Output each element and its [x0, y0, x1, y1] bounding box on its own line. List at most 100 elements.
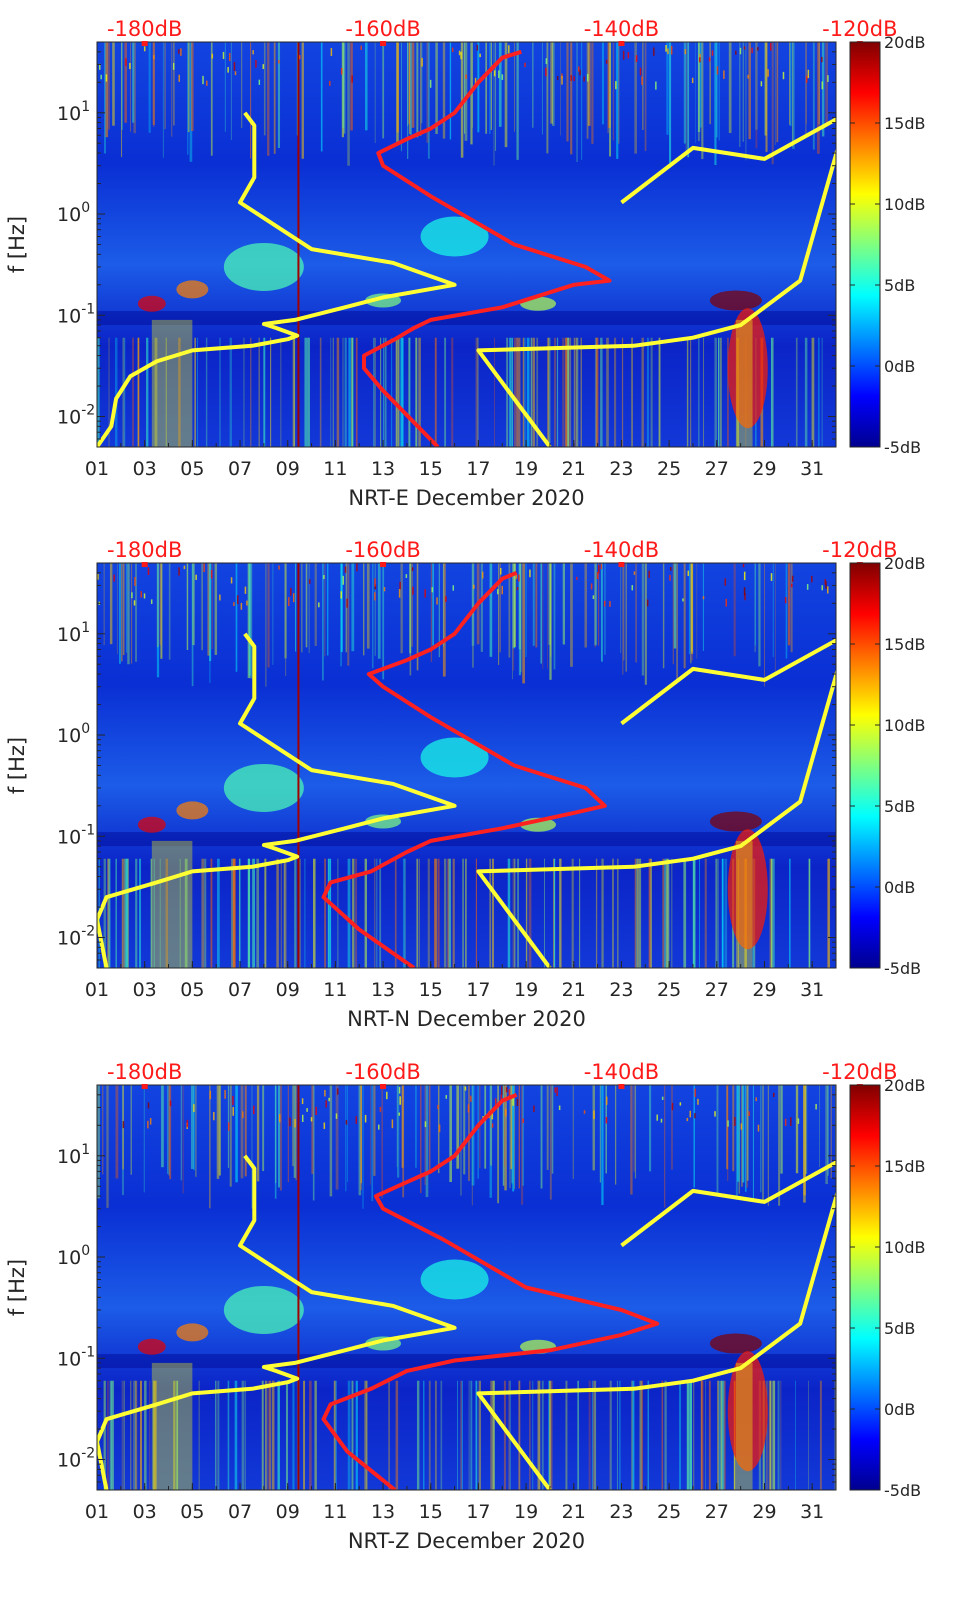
speckle: [147, 1120, 149, 1129]
speckle: [529, 569, 531, 578]
noise-streak: [382, 563, 385, 680]
noise-streak: [746, 1085, 749, 1181]
noise-streak: [103, 563, 105, 646]
noise-streak: [345, 563, 347, 653]
speckle: [411, 567, 414, 572]
noise-streak: [517, 337, 521, 447]
noise-streak: [276, 858, 279, 968]
spectrogram-panel: 01 03 05 07 09 11 13 15 17 19 21 23 25 27 29 31-180dB -1…: [5, 17, 926, 510]
noise-streak: [666, 858, 670, 968]
noise-streak: [530, 337, 533, 447]
colorbar-tick-label: 10dB: [884, 716, 926, 735]
noise-streak: [355, 1380, 358, 1490]
noise-streak: [718, 337, 720, 447]
noise-streak: [108, 858, 111, 968]
noise-streak: [664, 1085, 666, 1208]
noise-streak: [127, 563, 130, 665]
speckle: [605, 59, 608, 64]
noise-streak: [468, 1085, 470, 1181]
speckle: [508, 45, 510, 54]
noise-streak: [692, 858, 696, 968]
energy-patch: [223, 1285, 304, 1334]
noise-streak: [685, 42, 687, 153]
noise-streak: [197, 337, 198, 447]
noise-streak: [662, 858, 665, 968]
energy-patch: [176, 1323, 209, 1342]
speckle: [508, 1089, 511, 1098]
speckle: [134, 576, 136, 586]
x-tick-label: 03: [133, 979, 157, 1001]
speckle: [293, 593, 295, 603]
speckle: [288, 597, 290, 607]
x-axis-label: NRT-N December 2020: [347, 1007, 586, 1031]
noise-streak: [126, 563, 128, 653]
noise-streak: [464, 42, 468, 141]
noise-streak: [347, 858, 351, 968]
noise-streak: [769, 858, 773, 968]
y-tick-base: 10: [57, 1450, 81, 1472]
noise-streak: [217, 1380, 220, 1490]
speckle: [351, 75, 353, 83]
speckle: [386, 1091, 388, 1100]
noise-streak: [489, 1085, 492, 1198]
speckle: [360, 45, 362, 50]
x-tick-label: 01: [85, 979, 109, 1001]
noise-streak: [745, 42, 747, 161]
hot-band: [735, 319, 753, 447]
noise-streak: [470, 1380, 473, 1490]
noise-streak: [595, 858, 597, 968]
speckle: [748, 1111, 750, 1117]
noise-streak: [119, 563, 121, 664]
noise-streak: [168, 563, 171, 660]
x-tick-label: 19: [514, 1501, 538, 1523]
noise-streak: [513, 337, 517, 447]
noise-streak: [541, 1380, 544, 1490]
noise-streak: [633, 1085, 635, 1172]
noise-streak: [109, 563, 113, 645]
noise-streak: [347, 1085, 348, 1183]
noise-streak: [715, 858, 718, 968]
noise-streak: [396, 42, 399, 133]
noise-streak: [292, 337, 295, 447]
speckle: [592, 595, 595, 600]
noise-streak: [369, 1085, 371, 1185]
noise-streak: [164, 42, 166, 130]
noise-streak: [420, 1085, 422, 1193]
noise-streak: [274, 1085, 277, 1199]
noise-streak: [742, 1085, 745, 1183]
noise-streak: [129, 42, 131, 132]
speckle: [227, 67, 229, 73]
noise-streak: [647, 1380, 649, 1490]
x-tick-label: 11: [323, 979, 347, 1001]
speckle: [615, 81, 617, 90]
noise-streak: [834, 1380, 836, 1490]
speckle: [691, 77, 694, 84]
noise-streak: [511, 1085, 514, 1184]
noise-streak: [577, 1380, 580, 1490]
noise-streak: [278, 1085, 280, 1188]
x-tick-label: 09: [276, 1501, 300, 1523]
noise-streak: [604, 563, 606, 655]
speckle: [143, 593, 146, 599]
noise-streak: [351, 1380, 354, 1490]
noise-streak: [453, 858, 455, 968]
noise-streak: [541, 42, 543, 135]
noise-streak: [596, 858, 598, 968]
noise-streak: [187, 42, 190, 133]
x-tick-label: 25: [657, 979, 681, 1001]
noise-streak: [512, 563, 513, 680]
noise-streak: [139, 1380, 142, 1490]
noise-streak: [340, 563, 343, 652]
y-tick-exponent: 0: [81, 200, 90, 216]
noise-streak: [168, 1085, 170, 1176]
noise-streak: [522, 563, 525, 684]
noise-streak: [124, 337, 126, 447]
noise-streak: [97, 337, 100, 447]
noise-streak: [371, 1085, 374, 1202]
noise-streak: [719, 1380, 723, 1490]
noise-streak: [239, 858, 241, 968]
y-tick-base: 10: [57, 826, 81, 848]
noise-streak: [235, 563, 238, 672]
noise-streak: [551, 1085, 554, 1174]
noise-streak: [304, 337, 308, 447]
